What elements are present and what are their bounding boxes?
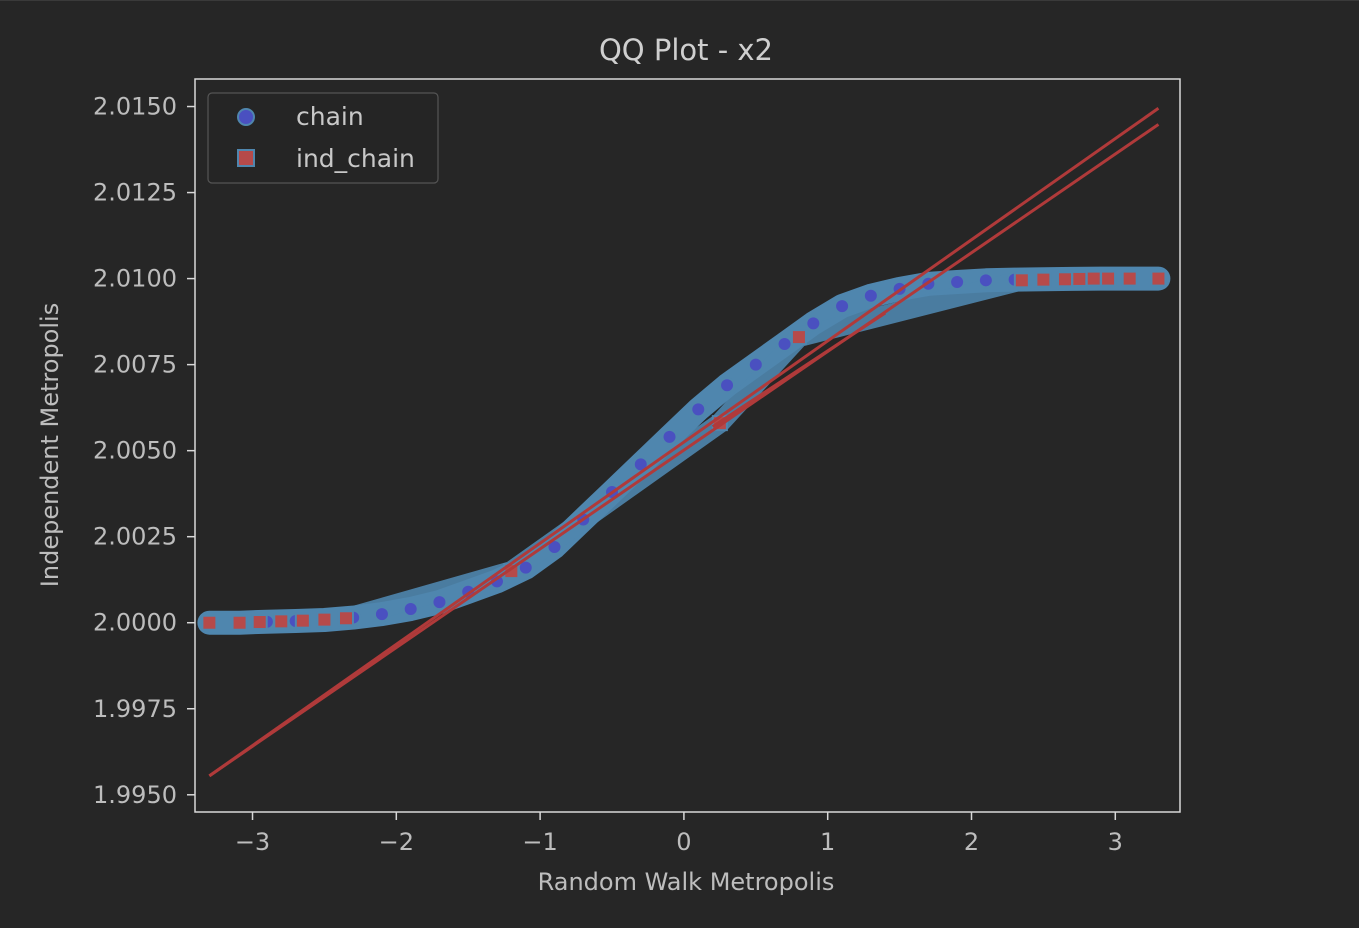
- ind_chain-point: [1100, 270, 1117, 287]
- ind_chain-point: [1085, 270, 1102, 287]
- chain-point: [776, 335, 793, 352]
- ind_chain-point: [251, 614, 268, 631]
- axes-frame: [194, 78, 1181, 813]
- x-tick-label: −1: [522, 828, 557, 856]
- x-tick-label: 1: [820, 828, 835, 856]
- x-axis: −3 −2 −1 0 1 2 3: [235, 812, 1123, 856]
- y-tick-label: 2.0025: [93, 523, 177, 551]
- chain-point: [431, 594, 448, 611]
- chain-point: [805, 315, 822, 332]
- chain-point: [661, 428, 678, 445]
- x-tick-label: 0: [676, 828, 691, 856]
- reference-line-2: [208, 123, 1160, 778]
- ind_chain-point: [1035, 271, 1052, 288]
- legend-ind-chain-marker: [237, 149, 255, 167]
- ind_chain-point: [294, 612, 311, 629]
- x-axis-label: Random Walk Metropolis: [538, 868, 835, 896]
- legend: chain ind_chain: [207, 92, 439, 184]
- legend-frame: [207, 92, 439, 184]
- x-tick-label: 3: [1108, 828, 1123, 856]
- ind_chain-point: [201, 614, 218, 631]
- y-tick-label: 2.0100: [93, 265, 177, 293]
- x-tick-label: −2: [379, 828, 414, 856]
- y-tick-label: 2.0000: [93, 609, 177, 637]
- x-tick-label: −3: [235, 828, 270, 856]
- y-tick-label: 1.9975: [93, 695, 177, 723]
- chain-point: [834, 298, 851, 315]
- chain-point: [719, 377, 736, 394]
- chain-point: [402, 600, 419, 617]
- chain-point: [747, 356, 764, 373]
- ind_chain-point: [337, 610, 354, 627]
- ind_chain-point: [316, 611, 333, 628]
- reference-line-1: [208, 107, 1160, 778]
- chain-point: [977, 272, 994, 289]
- y-tick-label: 2.0050: [93, 437, 177, 465]
- legend-chain-label: chain: [296, 102, 364, 131]
- ind_chain-point: [1056, 271, 1073, 288]
- y-tick-label: 2.0075: [93, 351, 177, 379]
- y-axis-label: Independent Metropolis: [36, 303, 64, 587]
- ind_chain-point: [231, 614, 248, 631]
- ind_chain-point: [1071, 270, 1088, 287]
- legend-ind-chain-label: ind_chain: [296, 144, 415, 173]
- reference-line-3: [711, 311, 887, 428]
- ind_chain-point: [273, 613, 290, 630]
- plot-area: [197, 266, 1171, 635]
- chain-point: [373, 606, 390, 623]
- ind_chain-point: [1150, 270, 1167, 287]
- y-tick-label: 2.0150: [93, 93, 177, 121]
- ind_chain-point: [1013, 272, 1030, 289]
- ind_chain-point: [790, 329, 807, 346]
- y-tick-label: 1.9950: [93, 781, 177, 809]
- y-axis: 1.9950 1.9975 2.0000 2.0025 2.0050 2.0075 2.01…: [93, 93, 195, 809]
- chart-title: QQ Plot - x2: [599, 33, 773, 67]
- chain-point: [862, 287, 879, 304]
- chain-point: [949, 274, 966, 291]
- x-tick-label: 2: [964, 828, 979, 856]
- legend-chain-marker: [237, 108, 255, 126]
- ind_chain-point: [1121, 270, 1138, 287]
- chain-point: [690, 401, 707, 418]
- reference-lines: [208, 107, 1160, 778]
- y-tick-label: 2.0125: [93, 179, 177, 207]
